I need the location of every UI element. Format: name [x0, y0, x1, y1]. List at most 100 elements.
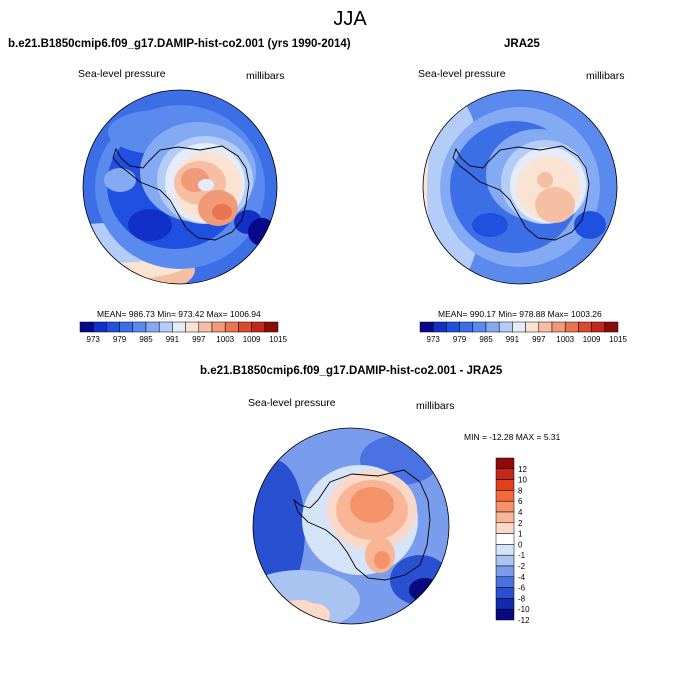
diff-colorbar-box [495, 511, 515, 524]
diff-colorbar-box [495, 544, 515, 556]
obs-colorbar-tick: 1009 [583, 335, 601, 344]
model-map-border [82, 89, 278, 285]
model-units-label: millibars [246, 70, 285, 82]
model-colorbar-box [79, 321, 94, 333]
model-colorbar-box [211, 321, 226, 333]
diff-polar-map [253, 428, 449, 624]
model-colorbar-tick: 991 [166, 335, 180, 344]
diff-colorbar-box [495, 598, 515, 610]
diff-colorbar-box [495, 522, 515, 534]
obs-units-label: millibars [586, 70, 625, 82]
model-colorbar-box [132, 321, 147, 333]
obs-colorbar-box [432, 321, 447, 333]
model-colorbar-box [264, 321, 279, 333]
diff-colorbar-tick: 2 [518, 519, 523, 528]
diff-colorbar-box [495, 479, 515, 491]
diff-colorbar-box [495, 490, 515, 502]
model-colorbar-tick: 1003 [216, 335, 234, 344]
obs-map-border [422, 89, 618, 285]
model-colorbar-box [224, 321, 239, 333]
model-colorbar-box [106, 321, 120, 333]
model-colorbar-tick: 979 [113, 335, 127, 344]
model-coastline [112, 145, 250, 241]
diff-colorbar-tick: 10 [518, 476, 527, 485]
diff-colorbar-tick: -2 [518, 562, 526, 571]
model-colorbar-box [119, 321, 134, 333]
obs-colorbar-tick: 997 [532, 335, 546, 344]
diff-units-label: millibars [416, 400, 455, 412]
obs-colorbar-box [578, 321, 592, 333]
diff-colorbar-tick: 8 [518, 486, 523, 495]
model-colorbar-box [251, 321, 266, 333]
obs-panel-title: JRA25 [504, 38, 540, 50]
model-colorbar-box [238, 321, 252, 333]
obs-colorbar-tick: 985 [479, 335, 493, 344]
model-colorbar-tick: 985 [139, 335, 153, 344]
diff-colorbar-box [495, 468, 515, 480]
diff-coastline [293, 469, 431, 581]
obs-colorbar-box [525, 321, 540, 333]
diff-stats: MIN = -12.28 MAX = 5.31 [464, 432, 561, 442]
diff-colorbar-tick: 4 [518, 508, 523, 517]
obs-polar-map [423, 90, 617, 284]
model-colorbar-tick: 973 [87, 335, 101, 344]
obs-coastline [452, 145, 590, 241]
model-colorbar-box [185, 321, 200, 333]
model-colorbar-box [92, 321, 107, 333]
obs-colorbar-box [446, 321, 460, 333]
diff-colorbar-box [495, 533, 515, 545]
diff-colorbar-tick: -4 [518, 573, 526, 582]
diff-colorbar-box [495, 608, 515, 621]
diff-colorbar-tick: 12 [518, 465, 527, 474]
obs-colorbar-box [485, 321, 500, 333]
diff-colorbar-box [495, 554, 515, 567]
obs-colorbar-box [564, 321, 579, 333]
model-colorbar-tick: 1009 [243, 335, 261, 344]
model-stats: MEAN= 986.73 Min= 973.42 Max= 1006.94 [97, 309, 261, 319]
model-colorbar-box [198, 321, 213, 333]
diff-colorbar-tick: -10 [518, 605, 530, 614]
obs-colorbar-box [591, 321, 606, 333]
diff-colorbar-tick: 6 [518, 497, 523, 506]
obs-colorbar-box [512, 321, 526, 333]
diff-colorbar-tick: -6 [518, 584, 526, 593]
model-panel-title: b.e21.B1850cmip6.f09_g17.DAMIP-hist-co2.… [8, 38, 351, 50]
obs-colorbar-box [498, 321, 513, 333]
diff-colorbar-box [495, 576, 515, 588]
obs-colorbar-tick: 979 [453, 335, 467, 344]
obs-colorbar-box [459, 321, 474, 333]
model-colorbar-box [158, 321, 173, 333]
model-colorbar-tick: 997 [192, 335, 206, 344]
diff-colorbar-tick: -1 [518, 551, 526, 560]
obs-colorbar-box [551, 321, 566, 333]
model-colorbar-box [172, 321, 186, 333]
diff-map-border [252, 427, 450, 625]
diff-colorbar-box [495, 457, 515, 470]
model-polar-map [83, 90, 277, 284]
diff-panel-title: b.e21.B1850cmip6.f09_g17.DAMIP-hist-co2.… [200, 365, 503, 377]
obs-colorbar-tick: 1003 [556, 335, 574, 344]
model-variable-label: Sea-level pressure [78, 68, 166, 80]
diff-colorbar-tick: 0 [518, 540, 523, 549]
diff-colorbar-box [495, 587, 515, 599]
diff-colorbar-tick: -8 [518, 594, 526, 603]
obs-colorbar-tick: 1015 [609, 335, 627, 344]
obs-colorbar: 973 979 985 991 997 1003 1009 1015 [419, 321, 627, 344]
model-colorbar: 973 979 985 991 997 1003 1009 1015 [79, 321, 287, 344]
figure-title: JJA [333, 8, 367, 30]
diff-colorbar-box [495, 500, 515, 513]
diff-colorbar-tick: -12 [518, 616, 530, 625]
diff-variable-label: Sea-level pressure [248, 397, 336, 409]
obs-variable-label: Sea-level pressure [418, 68, 506, 80]
obs-colorbar-box [419, 321, 434, 333]
obs-colorbar-box [538, 321, 553, 333]
diff-colorbar-box [495, 565, 515, 578]
obs-colorbar-tick: 973 [427, 335, 441, 344]
model-colorbar-tick: 1015 [269, 335, 287, 344]
obs-colorbar-tick: 991 [506, 335, 520, 344]
obs-colorbar-box [604, 321, 619, 333]
model-colorbar-box [145, 321, 160, 333]
obs-stats: MEAN= 990.17 Min= 978.88 Max= 1003.26 [438, 309, 602, 319]
